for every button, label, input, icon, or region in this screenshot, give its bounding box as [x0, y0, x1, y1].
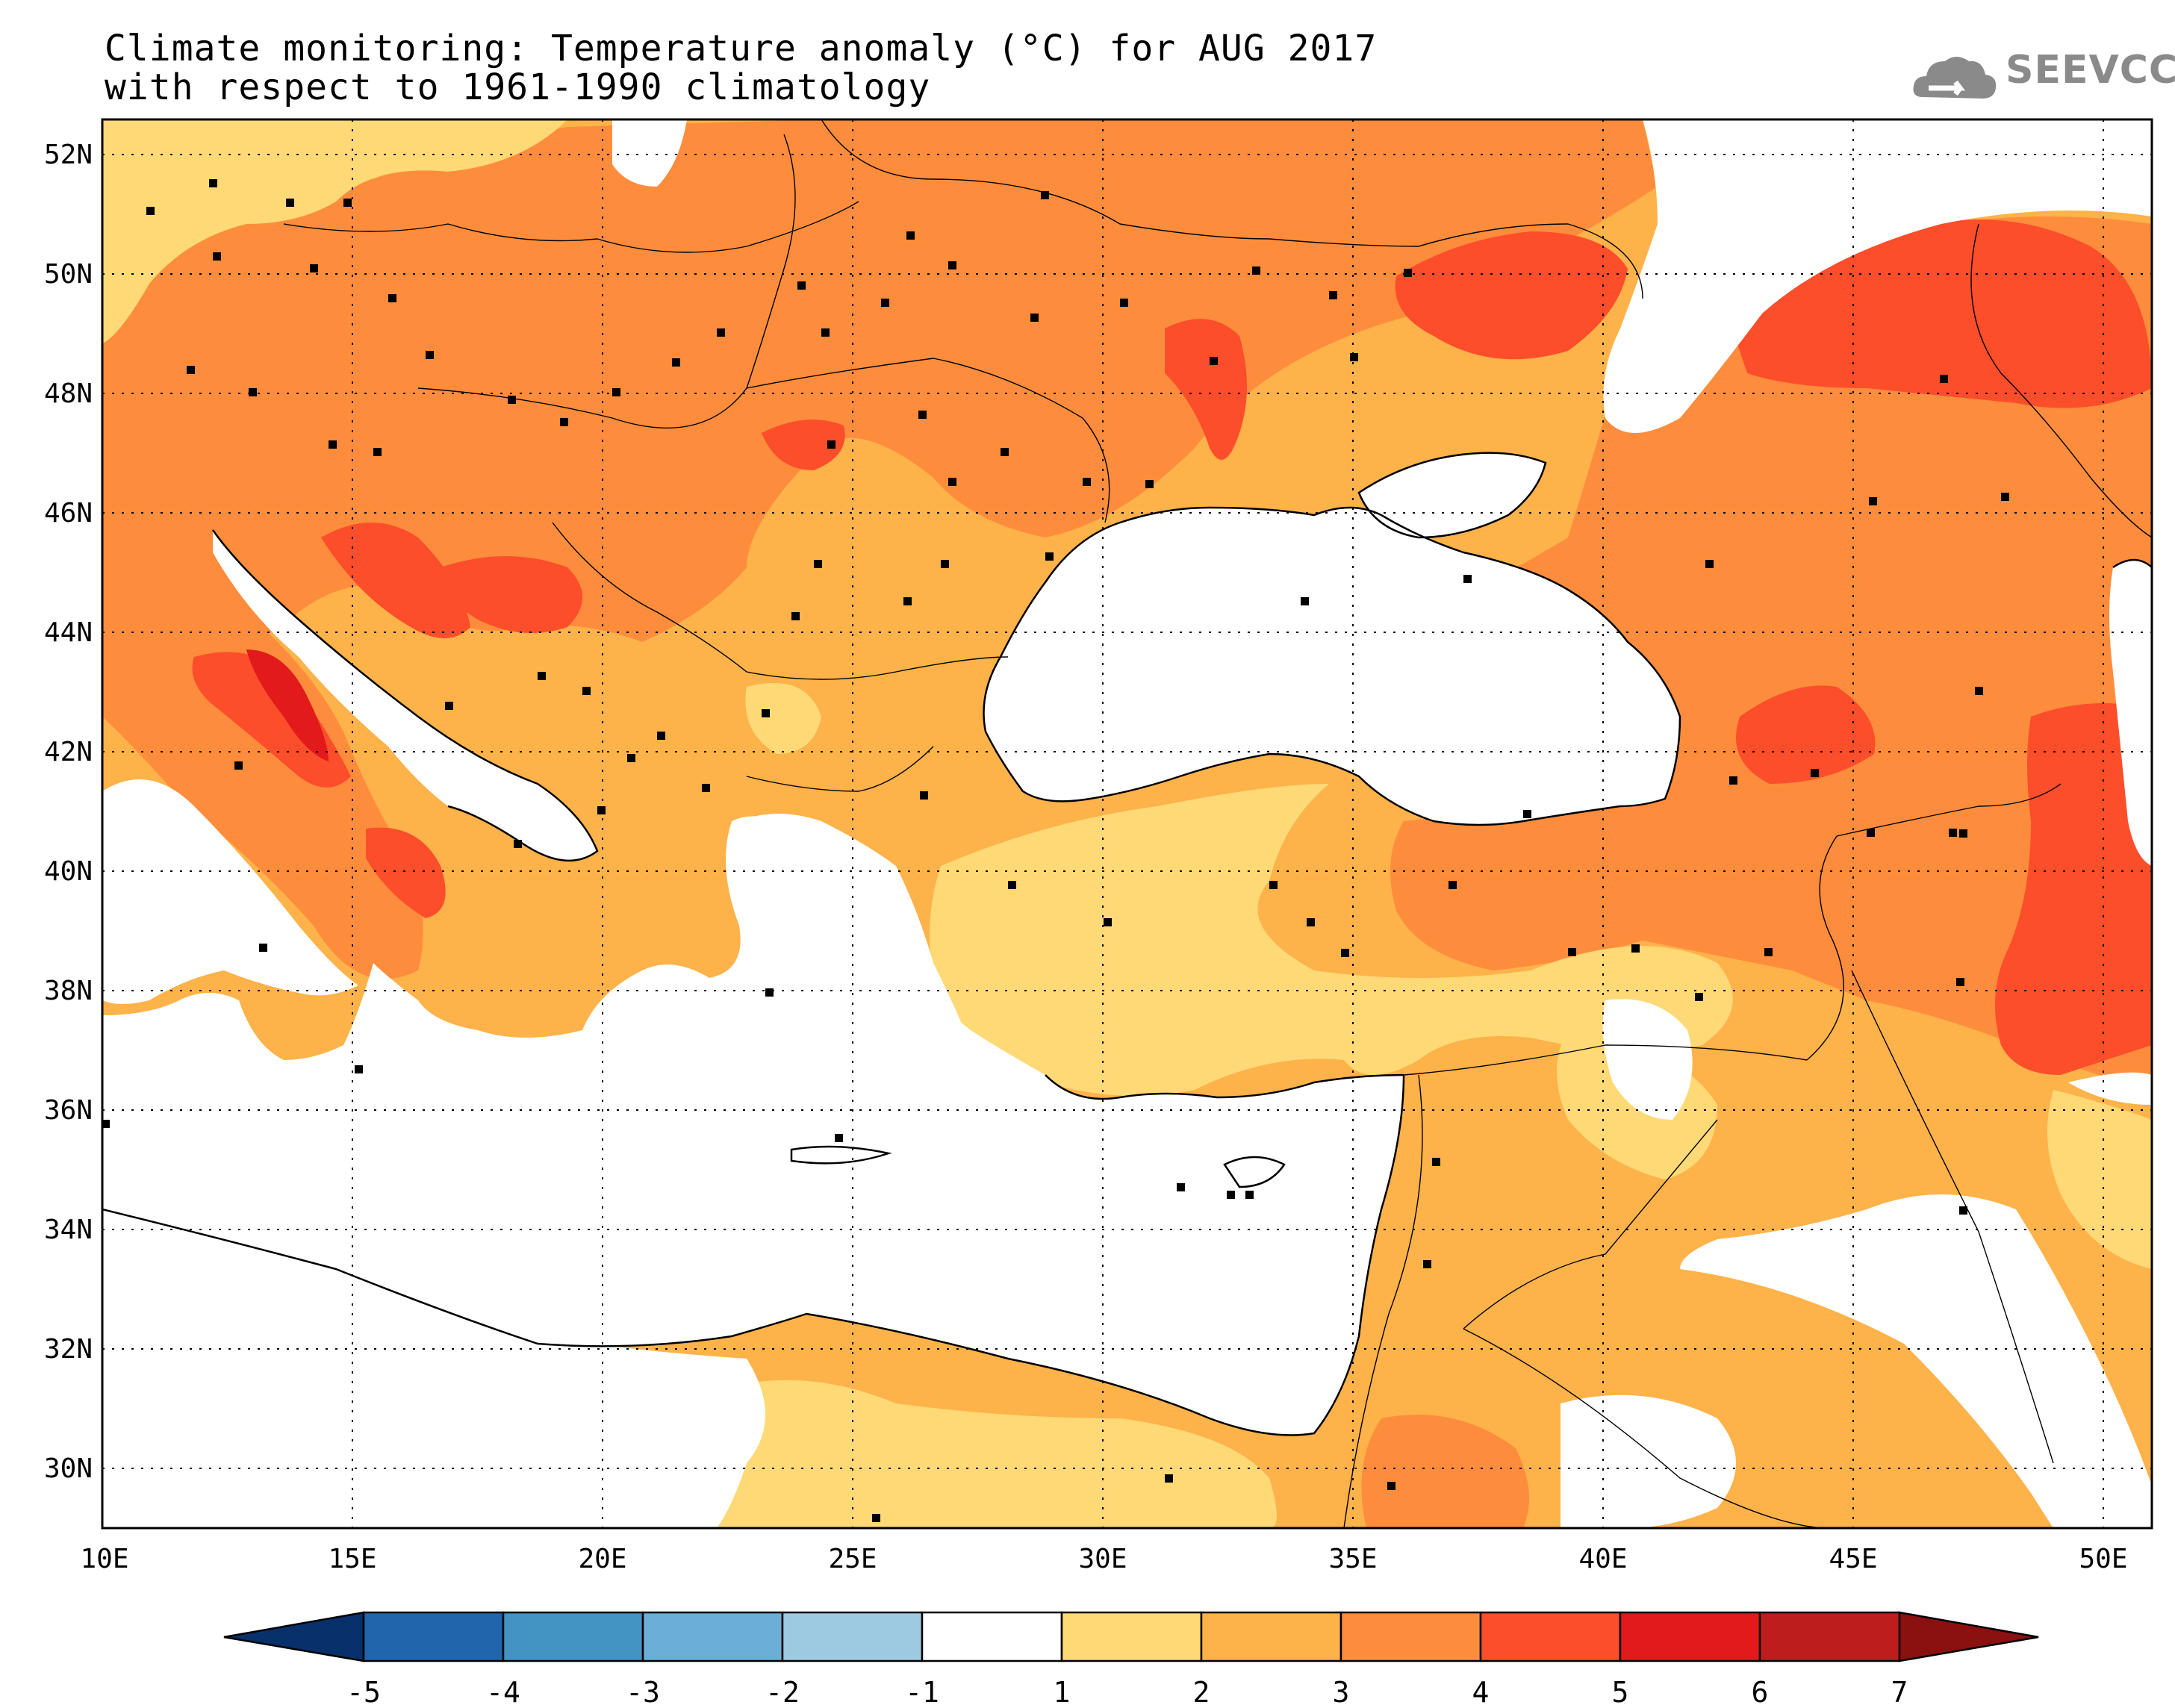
anomaly-zone-4-5-russia	[1732, 219, 2152, 408]
anomaly-zone-1-2-egypt	[714, 1380, 1277, 1528]
lat-label-38N: 38N	[44, 976, 93, 1006]
colorbar-label: 2	[1193, 1676, 1210, 1708]
country-borders	[283, 119, 2152, 1528]
colorbar-label: 3	[1333, 1676, 1350, 1708]
colorbar-box-3	[641, 1611, 784, 1662]
lon-label-20E: 20E	[578, 1544, 626, 1574]
anomaly-zone-neutral-libya	[102, 1209, 765, 1528]
lat-label-44N: 44N	[44, 617, 93, 648]
lat-label-32N: 32N	[44, 1334, 93, 1365]
anomaly-zone-neutral-ne	[1603, 119, 2152, 433]
colorbar-box-7	[1200, 1611, 1342, 1662]
anomaly-zone-4-5-croatia	[321, 523, 470, 638]
station-markers	[102, 179, 2009, 1522]
anomaly-zone-1-2-balkan	[745, 683, 821, 754]
colorbar-label: 4	[1472, 1676, 1490, 1708]
lon-label-30E: 30E	[1078, 1544, 1127, 1574]
sea-adriatic	[213, 530, 597, 861]
lon-label-10E: 10E	[80, 1544, 128, 1574]
lon-label-15E: 15E	[328, 1544, 376, 1574]
colorbar-arrow-right	[1898, 1611, 2039, 1662]
lon-label-50E: 50E	[2079, 1544, 2127, 1574]
sea-caspian	[2109, 560, 2152, 866]
lat-label-30N: 30N	[44, 1453, 93, 1484]
colorbar-box-1	[362, 1611, 505, 1662]
lat-label-50N: 50N	[44, 259, 93, 290]
lat-label-34N: 34N	[44, 1215, 93, 1245]
longitude-labels: 10E 15E 20E 25E 30E 35E 40E 45E 50E	[80, 1544, 2127, 1574]
lon-label-25E: 25E	[828, 1544, 877, 1574]
anomaly-zone-4-5-italy	[192, 652, 351, 788]
lon-label-45E: 45E	[1829, 1544, 1877, 1574]
anomaly-zone-4-5-serbia	[441, 556, 582, 633]
anomaly-zone-3-4-north	[102, 119, 1658, 649]
anomaly-zone-neutral-saudi	[1680, 1194, 2152, 1528]
colorbar-label: -3	[626, 1676, 660, 1708]
colorbar-arrow-left	[223, 1611, 365, 1662]
colorbar-label: 7	[1891, 1676, 1908, 1708]
colorbar-label: -1	[905, 1676, 939, 1708]
anomaly-zone-4-5-romania	[762, 420, 845, 470]
coastlines	[102, 452, 2152, 1436]
anomaly-zone-neutral-south	[1561, 1394, 1736, 1528]
anomaly-zone-3-4-south	[1361, 1415, 1529, 1528]
lat-label-48N: 48N	[44, 378, 93, 409]
anomaly-field	[102, 119, 2152, 1528]
anomaly-zone-3-4-italy	[102, 564, 423, 979]
lon-label-40E: 40E	[1578, 1544, 1627, 1574]
colorbar-box-5	[921, 1611, 1063, 1662]
logo-text: SEEVCCC	[2006, 48, 2175, 93]
colorbar-box-9	[1479, 1611, 1622, 1662]
lon-label-35E: 35E	[1328, 1544, 1377, 1574]
anomaly-zone-5-6-italy	[246, 649, 329, 761]
anomaly-zone-4-5-calabria	[366, 827, 446, 918]
map-title-line2: with respect to 1961-1990 climatology	[105, 66, 931, 108]
sea-mediterranean	[102, 816, 1404, 1436]
colorbar-box-8	[1339, 1611, 1482, 1662]
anomaly-zone-1-2-alps	[102, 119, 567, 343]
colorbar-box-2	[502, 1611, 644, 1662]
anomaly-zone-4-5-ukraine	[1395, 231, 1628, 360]
sea-tyrrhenian	[102, 779, 358, 1004]
cloud-arrow-icon	[1913, 57, 1997, 99]
anomaly-zone-4-5-azerbaijan	[1995, 703, 2152, 1075]
colorbar-box-6	[1060, 1611, 1203, 1662]
colorbar-box-11	[1758, 1611, 1901, 1662]
anomaly-zone-neutral-syria	[1602, 999, 1693, 1120]
anomaly-zone-1-2-gulf	[2047, 1090, 2152, 1269]
lat-label-46N: 46N	[44, 498, 93, 529]
graticule	[102, 119, 2152, 1528]
anomaly-zone-3-4-east	[1307, 216, 2152, 1090]
anomaly-zone-4-5-georgia	[1736, 685, 1876, 784]
lat-label-52N: 52N	[44, 140, 93, 170]
map-title-line1: Climate monitoring: Temperature anomaly …	[105, 28, 1378, 69]
colorbar-label: -5	[346, 1676, 381, 1708]
sea-azov	[1359, 452, 1546, 537]
colorbar-label: 1	[1054, 1676, 1071, 1708]
sea-black-sea	[983, 508, 1680, 825]
lat-label-36N: 36N	[44, 1095, 93, 1126]
colorbar-labels: -5 -4 -3 -2 -1 1 2 3 4 5 6 7	[346, 1676, 1908, 1708]
anomaly-zone-neutral-iraq	[2068, 1072, 2152, 1105]
colorbar	[223, 1611, 2039, 1662]
colorbar-box-4	[781, 1611, 924, 1662]
colorbar-label: -2	[765, 1676, 800, 1708]
colorbar-box-10	[1619, 1611, 1761, 1662]
anomaly-zone-4-5-ukraine-central	[1165, 319, 1247, 460]
anomaly-zone-3-4-anatolia	[1390, 816, 1842, 970]
anomaly-zone-1-2-anatolia	[930, 784, 1733, 1096]
colorbar-label: -4	[486, 1676, 520, 1708]
lat-label-42N: 42N	[44, 737, 93, 767]
map-frame	[101, 118, 2153, 1530]
lat-label-40N: 40N	[44, 856, 93, 887]
colorbar-label: 6	[1752, 1676, 1769, 1708]
latitude-labels: 52N 50N 48N 46N 44N 42N 40N 38N 36N 34N …	[44, 140, 93, 1484]
anomaly-zone-neutral-poland	[612, 119, 687, 187]
colorbar-label: 5	[1612, 1676, 1629, 1708]
